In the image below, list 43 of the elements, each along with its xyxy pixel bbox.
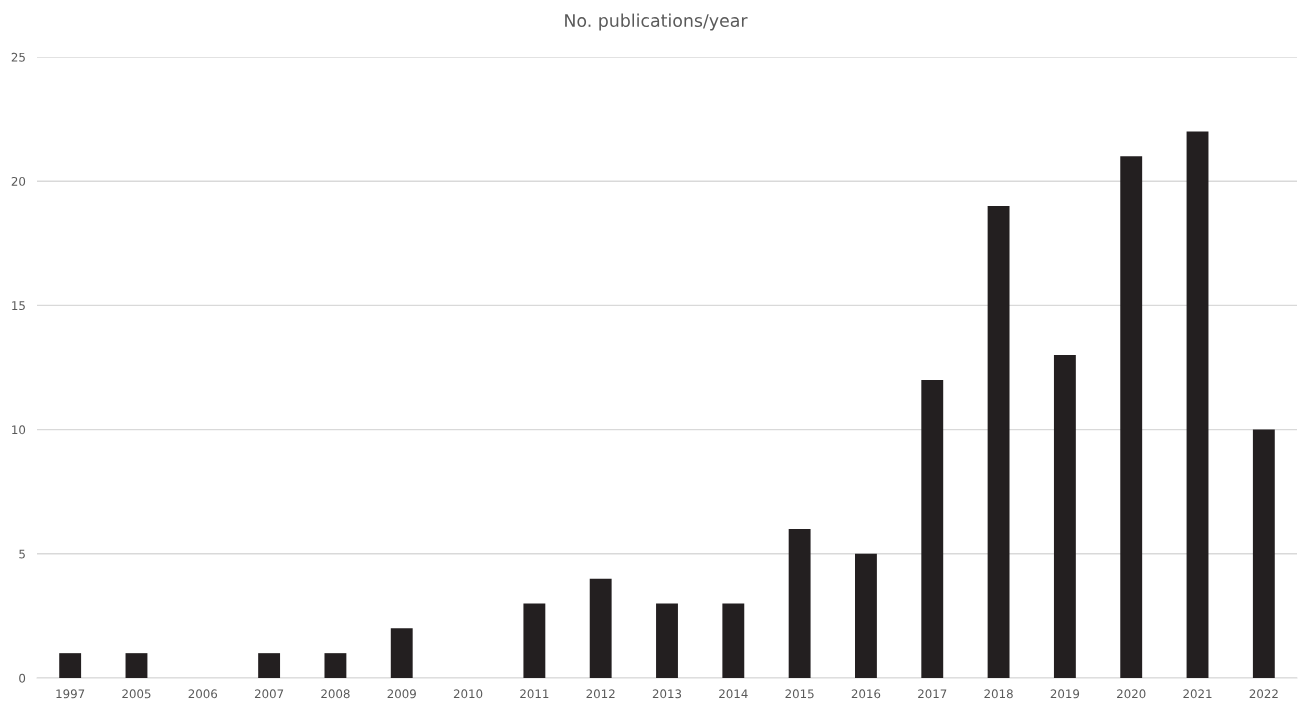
x-tick-label: 2014 (719, 689, 748, 699)
bar (921, 379, 944, 678)
bar (258, 653, 281, 678)
x-tick-label: 2012 (586, 689, 615, 699)
x-tick-label: 2007 (254, 689, 284, 699)
bar (656, 603, 678, 678)
bar (324, 653, 347, 678)
bar (59, 653, 82, 678)
chart-title: No. publications/year (565, 13, 748, 31)
y-tick-label: 5 (19, 549, 25, 559)
bar (523, 603, 546, 678)
y-tick-label: 15 (12, 301, 25, 311)
x-tick-label: 2016 (851, 689, 881, 699)
bar (788, 528, 811, 678)
x-tick-label: 2017 (918, 689, 947, 699)
y-tick-label: 0 (19, 673, 26, 683)
bar (125, 653, 148, 678)
bar (1053, 355, 1076, 678)
y-tick-label: 10 (12, 425, 26, 435)
x-tick-label: 2013 (652, 689, 682, 699)
y-tick-label: 25 (11, 52, 25, 62)
bar (722, 603, 745, 678)
bar (1252, 429, 1275, 678)
bar (390, 628, 413, 678)
x-tick-label: 2019 (1050, 689, 1080, 699)
x-tick-label: 2022 (1249, 689, 1278, 699)
bar (855, 553, 877, 678)
x-tick-label: 2018 (984, 689, 1013, 699)
x-tick-label: 2020 (1117, 689, 1146, 699)
x-tick-label: 2009 (387, 689, 416, 699)
bar (1186, 131, 1209, 678)
bar (1120, 156, 1143, 678)
x-tick-label: 2021 (1183, 689, 1212, 699)
x-tick-label: 2005 (122, 689, 151, 699)
x-tick-label: 2010 (453, 689, 483, 699)
x-tick-label: 2015 (785, 689, 814, 699)
bar (589, 578, 612, 678)
bar (987, 206, 1010, 678)
x-tick-label: 1997 (56, 689, 85, 699)
x-tick-label: 2006 (188, 689, 218, 699)
x-tick-label: 2011 (520, 689, 549, 699)
y-tick-label: 20 (11, 176, 26, 186)
x-tick-label: 2008 (321, 689, 350, 699)
